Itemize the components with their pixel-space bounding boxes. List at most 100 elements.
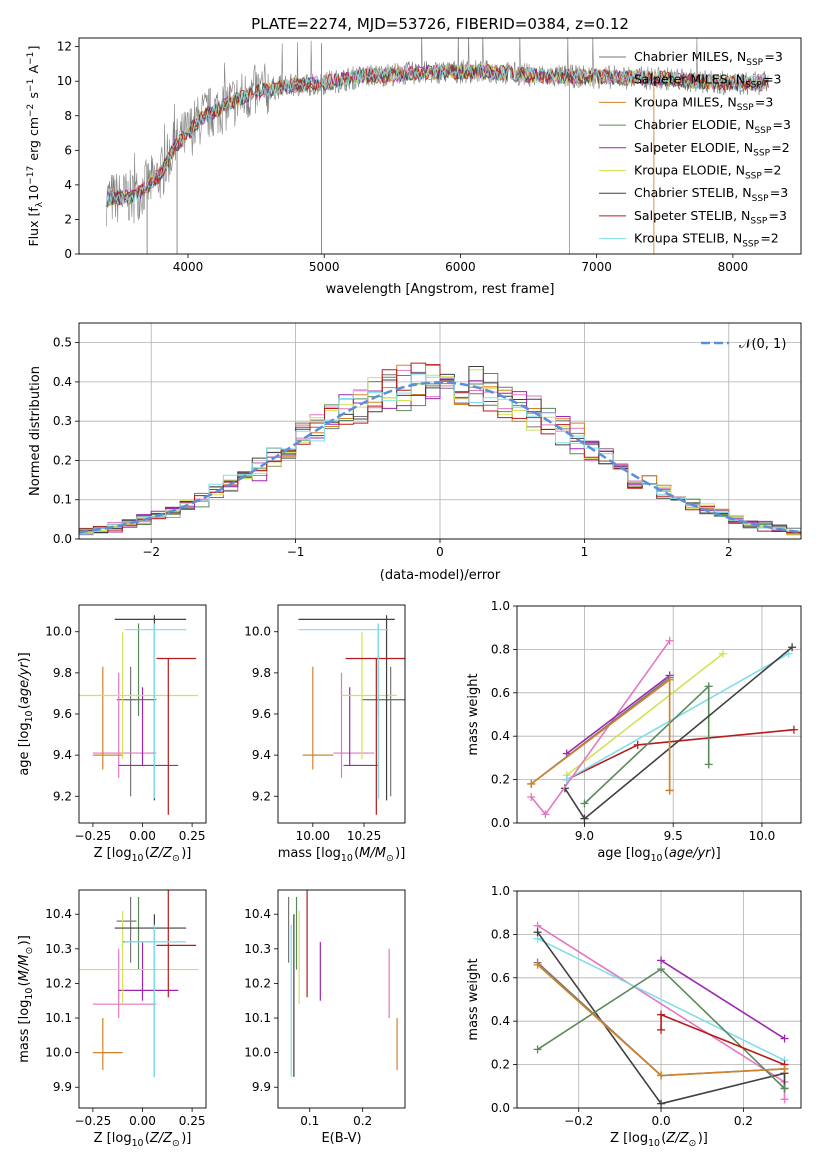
weight-line-6	[566, 674, 671, 755]
spectrum-ylabel-part: −1	[26, 52, 36, 65]
legend-entry-part: =2	[763, 163, 781, 178]
legend-entry-part: =2	[760, 231, 778, 246]
y-tick-label: 10.3	[45, 942, 72, 956]
y-tick-label: 12	[57, 40, 72, 54]
weight_vs_Z-xlabel-part: Z/Z	[665, 1131, 689, 1146]
age_vs_Z-ylabel-part: )]	[17, 652, 32, 662]
plot-area-spectrum	[105, 38, 769, 254]
spectrum-ylabel-part: −17	[26, 166, 36, 185]
y-tick-label: 1.0	[491, 599, 510, 613]
legend-entry-part: =3	[764, 49, 782, 64]
mass_vs_Z-xlabel-part: 10	[132, 1138, 144, 1149]
mass_vs_Z-ylabel-part: mass [log	[17, 1000, 32, 1063]
legend-entry: Salpeter MILES, NSSP =3	[634, 72, 782, 91]
x-tick-label: 10.0	[749, 829, 776, 843]
spectrum-ylabel-part: s	[26, 92, 41, 103]
legend-entry-part: Chabrier ELODIE, N	[634, 117, 754, 132]
x-tick-label: 0.00	[129, 829, 156, 843]
mass_vs_Z-ylabel-part: M/M	[17, 955, 32, 982]
y-tick-label: 0.0	[491, 1101, 510, 1115]
y-tick-label: 0.2	[53, 453, 72, 467]
x-tick-label: 8000	[718, 260, 749, 274]
x-tick-label: 2	[725, 545, 733, 559]
age_vs_mass-xlabel-part: ⊙	[386, 853, 394, 864]
mass_vs_Z-xlabel-part: )]	[181, 1131, 191, 1146]
y-tick-label: 0.0	[491, 816, 510, 830]
y-tick-label: 0.6	[491, 686, 510, 700]
legend-entry-part: Chabrier STELIB, N	[634, 185, 752, 200]
axes-frame	[78, 604, 207, 824]
x-tick-label: 10.00	[296, 829, 330, 843]
legend-entry-part: Chabrier MILES, N	[634, 49, 746, 64]
age_vs_mass-xlabel: mass [log10 (M/M⊙ )]	[278, 846, 406, 864]
legend-entry-part: =3	[755, 94, 773, 109]
axes-frame	[78, 37, 802, 255]
mass_vs_Z-xlabel-part: Z [log	[94, 1131, 132, 1146]
legend-entry-part: =3	[770, 185, 788, 200]
y-tick-label: 0.1	[53, 493, 72, 507]
legend-entry-part: Kroupa STELIB, N	[634, 231, 742, 246]
axes-layer: 4000 5000 6000 7000 8000024681012wavelength …	[17, 37, 802, 1149]
age_vs_mass-xlabel-part: M/M	[359, 846, 386, 861]
legend-entry-part: SSP	[737, 103, 754, 113]
mass_vs_EBV-xlabel-part: E(B-V)	[321, 1131, 361, 1146]
legend-entry: Kroupa ELODIE, NSSP =2	[634, 163, 782, 182]
x-tick-label: −0.25	[75, 829, 112, 843]
legend-entry: Salpeter ELODIE, NSSP =2	[634, 140, 790, 159]
age_vs_mass-xlabel-part: mass [log	[278, 846, 341, 861]
weight_vs_age-ylabel: mass weight	[466, 673, 481, 755]
x-tick-label: 10.25	[347, 829, 381, 843]
y-tick-label: 9.2	[252, 789, 271, 803]
age_vs_Z-xlabel-part: (	[145, 846, 150, 861]
y-tick-label: 10.2	[244, 976, 271, 990]
y-tick-label: 8	[64, 109, 72, 123]
axes-frame	[78, 889, 207, 1109]
age_vs_Z-xlabel-part: 10	[132, 853, 144, 864]
residuals-xlabel: (data-model)/error	[380, 568, 501, 583]
axes-frame	[277, 604, 406, 824]
gaussian-curve	[79, 381, 801, 534]
x-tick-label: −1	[287, 545, 305, 559]
spectrum-ylabel-part: −1	[26, 79, 36, 92]
y-tick-label: 9.4	[252, 748, 271, 762]
legend-entry-part: Kroupa ELODIE, N	[634, 163, 745, 178]
x-tick-label: 9.5	[664, 829, 683, 843]
legend-entry-part: SSP	[746, 58, 763, 68]
y-tick-label: 10.3	[244, 942, 271, 956]
mass_vs_Z-xlabel-part: (	[145, 1131, 150, 1146]
axes-age_vs_Z: −0.25 0.00 0.259.29.49.69.810.0Z [log10 (Z…	[17, 604, 207, 864]
weight_vs_Z-xlabel-part: 10	[648, 1138, 660, 1149]
y-tick-label: 0.3	[53, 414, 72, 428]
weight_vs_Z-xlabel-part: ⊙	[689, 1138, 697, 1149]
y-tick-label: 0.4	[53, 375, 72, 389]
age_vs_Z-ylabel: age [log10 (age/yr)]	[17, 652, 35, 775]
age_vs_Z-xlabel-part: ⊙	[172, 853, 180, 864]
plot-area-weight_vs_Z	[533, 921, 789, 1108]
plot-area-age_vs_mass	[298, 615, 405, 815]
mass_vs_Z-xlabel-part: ⊙	[172, 1138, 180, 1149]
plot-area-age_vs_Z	[79, 615, 199, 815]
model-fit-8	[105, 63, 769, 207]
legend-entry-part: SSP	[750, 217, 767, 227]
y-tick-label: 10.4	[45, 907, 72, 921]
age_vs_Z-ylabel-part: (	[17, 704, 32, 709]
weight_vs_age-xlabel-part: age/yr	[669, 846, 712, 861]
weight_vs_Z-xlabel: Z [log10 (Z/Z⊙ )]	[610, 1131, 708, 1149]
age_vs_Z-xlabel-part: )]	[181, 846, 191, 861]
legend-entry: Salpeter STELIB, NSSP =3	[634, 208, 787, 227]
weight_vs_age-xlabel-part: 10	[651, 853, 663, 864]
weight-line-4	[660, 959, 785, 1040]
axes-age_vs_mass: 10.00 10.25 9.2 9.4 9.6 9.8 10.0 mass [log10 (M…	[244, 604, 406, 864]
weight_vs_age-xlabel: age [log10 (age/yr)]	[597, 846, 720, 864]
y-tick-label: 10.1	[45, 1011, 72, 1025]
x-tick-label: 0.2	[734, 1114, 753, 1128]
y-tick-label: 10.0	[45, 1046, 72, 1060]
mass_vs_Z-ylabel-part: 10	[24, 988, 35, 1000]
y-tick-label: 9.2	[53, 789, 72, 803]
y-tick-label: 9.6	[252, 707, 271, 721]
y-tick-label: 9.8	[53, 666, 72, 680]
axes-residuals: −2 −1 0 1 2 0.0 0.1 0.2 0.3 0.4 0.5 (data-model)/er…	[28, 322, 802, 583]
weight_vs_Z-xlabel-part: Z [log	[610, 1131, 648, 1146]
weight-line-2	[536, 931, 786, 1105]
